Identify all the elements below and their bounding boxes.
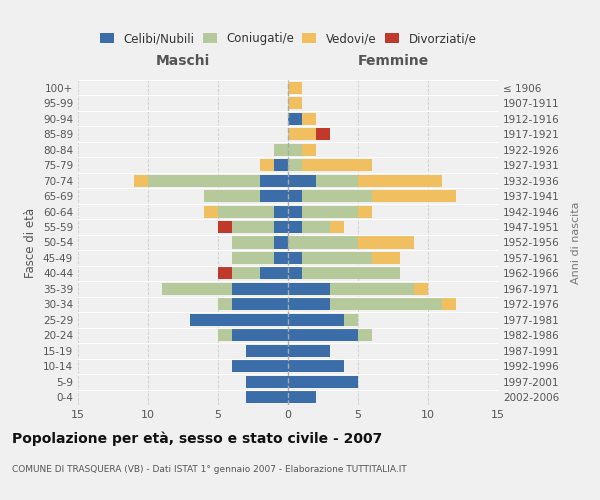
Bar (316, 128, 330, 140)
Bar (288, 236, 358, 248)
Bar (260, 174, 288, 186)
Text: COMUNE DI TRASQUERA (VB) - Dati ISTAT 1° gennaio 2007 - Elaborazione TUTTITALIA.: COMUNE DI TRASQUERA (VB) - Dati ISTAT 1°… (12, 466, 407, 474)
Bar (218, 298, 232, 310)
Bar (288, 268, 302, 280)
Bar (288, 82, 302, 94)
Legend: Celibi/Nubili, Coniugati/e, Vedovi/e, Divorziati/e: Celibi/Nubili, Coniugati/e, Vedovi/e, Di… (95, 28, 481, 50)
Bar (204, 206, 218, 218)
Bar (372, 252, 400, 264)
Bar (218, 330, 232, 342)
Bar (274, 252, 288, 264)
Bar (232, 252, 274, 264)
Text: Popolazione per età, sesso e stato civile - 2007: Popolazione per età, sesso e stato civil… (12, 431, 382, 446)
Bar (232, 221, 274, 233)
Bar (302, 190, 372, 202)
Bar (358, 206, 372, 218)
Bar (204, 190, 260, 202)
Bar (372, 190, 456, 202)
Bar (302, 268, 400, 280)
Bar (218, 221, 232, 233)
Bar (288, 376, 358, 388)
Bar (288, 298, 330, 310)
Bar (246, 376, 288, 388)
Bar (260, 159, 274, 171)
Bar (330, 298, 442, 310)
Bar (246, 345, 288, 357)
Bar (288, 159, 302, 171)
Bar (148, 174, 260, 186)
Bar (218, 268, 232, 280)
Bar (414, 283, 428, 295)
Bar (288, 252, 302, 264)
Bar (232, 298, 288, 310)
Bar (162, 283, 232, 295)
Bar (302, 221, 330, 233)
Bar (358, 236, 414, 248)
Bar (274, 221, 288, 233)
Bar (288, 345, 330, 357)
Bar (274, 236, 288, 248)
Bar (274, 206, 288, 218)
Bar (246, 391, 288, 404)
Bar (288, 144, 302, 156)
Bar (190, 314, 288, 326)
Bar (232, 283, 288, 295)
Bar (260, 190, 288, 202)
Bar (316, 174, 358, 186)
Bar (274, 144, 288, 156)
Text: Maschi: Maschi (156, 54, 210, 68)
Bar (134, 174, 148, 186)
Bar (288, 174, 316, 186)
Bar (288, 112, 302, 124)
Bar (288, 206, 302, 218)
Bar (288, 330, 358, 342)
Bar (232, 268, 260, 280)
Bar (288, 128, 316, 140)
Bar (232, 330, 288, 342)
Bar (288, 283, 330, 295)
Bar (302, 159, 372, 171)
Text: Femmine: Femmine (358, 54, 428, 68)
Bar (288, 97, 302, 109)
Bar (288, 190, 302, 202)
Bar (218, 206, 274, 218)
Bar (302, 144, 316, 156)
Y-axis label: Fasce di età: Fasce di età (25, 208, 37, 278)
Bar (288, 221, 302, 233)
Bar (260, 268, 288, 280)
Bar (330, 221, 344, 233)
Bar (302, 252, 372, 264)
Bar (330, 283, 414, 295)
Bar (442, 298, 456, 310)
Bar (302, 206, 358, 218)
Bar (274, 159, 288, 171)
Bar (288, 314, 344, 326)
Bar (232, 360, 288, 372)
Y-axis label: Anni di nascita: Anni di nascita (571, 201, 581, 284)
Bar (358, 330, 372, 342)
Bar (358, 174, 442, 186)
Bar (302, 112, 316, 124)
Bar (344, 314, 358, 326)
Bar (232, 236, 274, 248)
Bar (288, 360, 344, 372)
Bar (288, 391, 316, 404)
